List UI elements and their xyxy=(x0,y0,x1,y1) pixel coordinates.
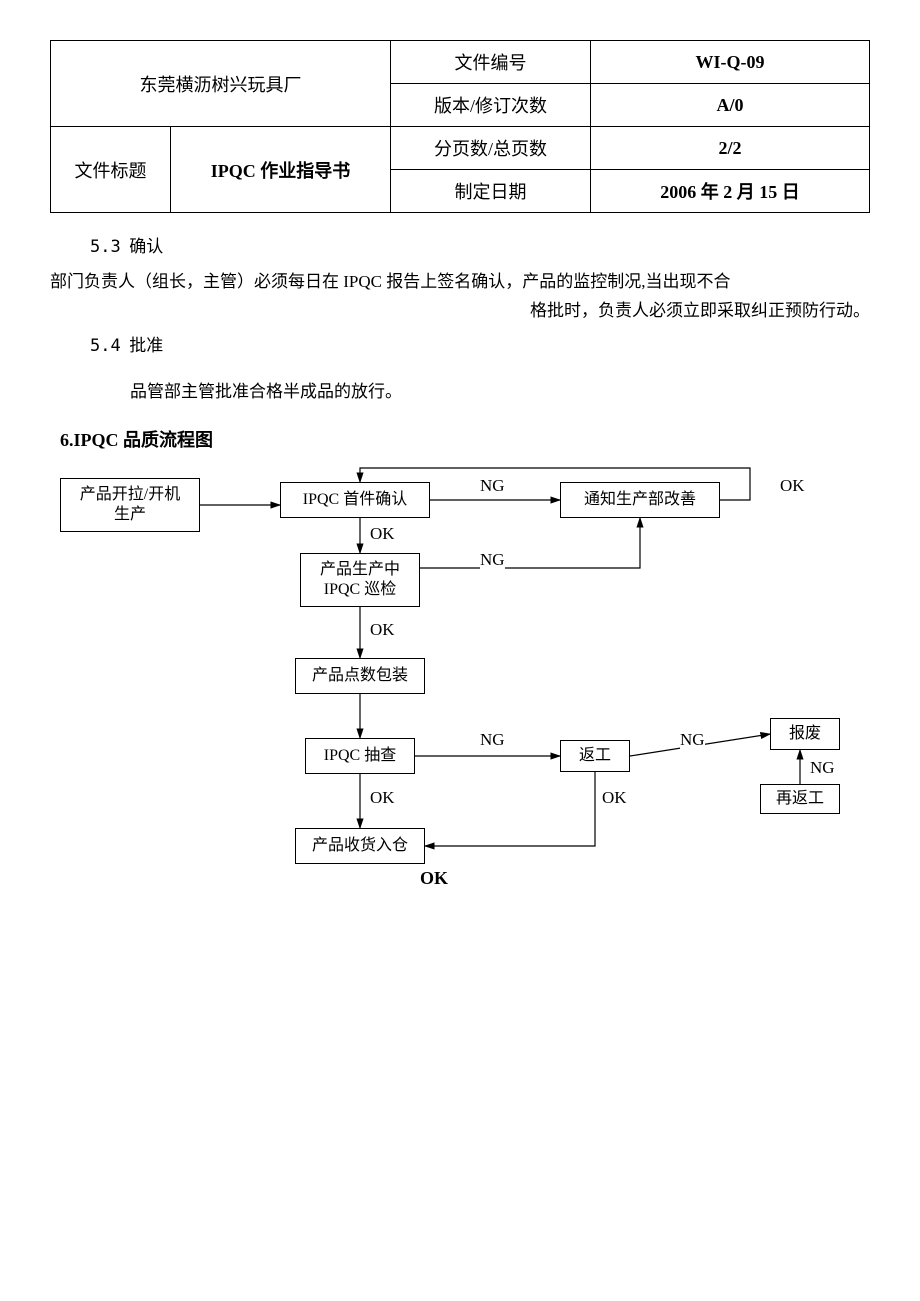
flow-node-store: 产品收货入仓 xyxy=(295,828,425,864)
flow-label-ng2: NG xyxy=(480,550,505,570)
flow-label-ng4: NG xyxy=(680,730,705,750)
flow-node-sample: IPQC 抽查 xyxy=(305,738,415,774)
flow-label-ng3: NG xyxy=(480,730,505,750)
flow-label-ok4: OK xyxy=(602,788,627,808)
date-value: 2006 年 2 月 15 日 xyxy=(591,170,870,213)
flow-label-ok3: OK xyxy=(370,788,395,808)
flow-label-ng5: NG xyxy=(810,758,835,778)
flow-label-ok1: OK xyxy=(370,524,395,544)
flow-label-ok2: OK xyxy=(370,620,395,640)
page-label: 分页数/总页数 xyxy=(391,127,591,170)
section-5-3-title: 确认 xyxy=(129,237,163,256)
section-5-4-num: 5.4 xyxy=(90,336,121,356)
doc-no-label: 文件编号 xyxy=(391,41,591,84)
section-5-3-num: 5.3 xyxy=(90,237,121,257)
date-label: 制定日期 xyxy=(391,170,591,213)
flow-node-first: IPQC 首件确认 xyxy=(280,482,430,518)
flow-node-start: 产品开拉/开机生产 xyxy=(60,478,200,532)
doc-title-label: 文件标题 xyxy=(51,127,171,213)
flow-edge-4 xyxy=(420,518,640,568)
flow-node-rework2: 再返工 xyxy=(760,784,840,814)
section-5-4-body: 品管部主管批准合格半成品的放行。 xyxy=(130,378,870,407)
flow-label-ok_bottom: OK xyxy=(420,868,448,889)
section-5-3-line1: 部门负责人（组长，主管）必须每日在 IPQC 报告上签名确认，产品的监控制况,当… xyxy=(50,268,870,297)
doc-no: WI-Q-09 xyxy=(591,41,870,84)
flow-node-notify: 通知生产部改善 xyxy=(560,482,720,518)
section-5-4-title: 批准 xyxy=(129,336,163,355)
doc-header-table: 东莞横沥树兴玩具厂 文件编号 WI-Q-09 版本/修订次数 A/0 文件标题 … xyxy=(50,40,870,213)
flow-label-ok_top: OK xyxy=(780,476,805,496)
version-label: 版本/修订次数 xyxy=(391,84,591,127)
version-value: A/0 xyxy=(591,84,870,127)
flowchart-container: 产品开拉/开机生产 IPQC 首件确认 通知生产部改善产品生产中IPQC 巡检产品点… xyxy=(50,458,870,888)
section-5-3-line2: 格批时，负责人必须立即采取纠正预防行动。 xyxy=(50,297,870,326)
flow-node-scrap: 报废 xyxy=(770,718,840,750)
section-5-3-heading: 5.3 确认 xyxy=(90,233,870,262)
doc-title: IPQC 作业指导书 xyxy=(171,127,391,213)
flow-edge-11 xyxy=(425,772,595,846)
flow-node-rework: 返工 xyxy=(560,740,630,772)
page-value: 2/2 xyxy=(591,127,870,170)
section-5-4-heading: 5.4 批准 xyxy=(90,332,870,361)
flow-node-patrol: 产品生产中IPQC 巡检 xyxy=(300,553,420,607)
flow-node-pack: 产品点数包装 xyxy=(295,658,425,694)
flowchart-title: 6.IPQC 品质流程图 xyxy=(60,426,870,452)
company-name: 东莞横沥树兴玩具厂 xyxy=(51,41,391,127)
flow-label-ng1: NG xyxy=(480,476,505,496)
